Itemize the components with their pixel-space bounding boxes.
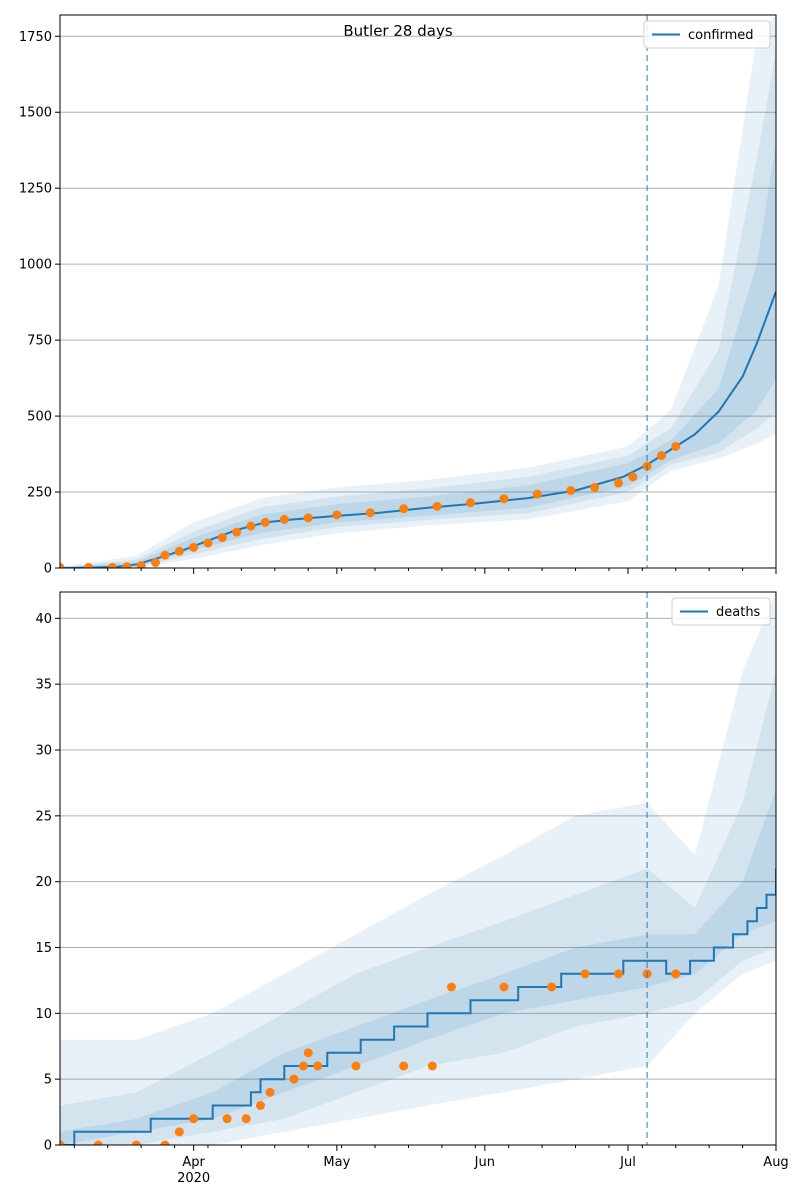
observed-point — [566, 486, 576, 496]
observed-point — [203, 538, 213, 548]
y-tick-label: 1500 — [19, 106, 52, 121]
plot-area — [60, 592, 776, 1145]
legend-label: deaths — [716, 605, 761, 620]
x-year-label: 2020 — [177, 1171, 210, 1186]
observed-point — [432, 501, 442, 511]
observed-point — [260, 517, 270, 527]
observed-point — [122, 562, 132, 568]
observed-point — [613, 478, 623, 488]
observed-point — [656, 451, 666, 461]
uncertainty-band-outer — [60, 592, 776, 1145]
axes-frame — [59, 591, 777, 1146]
y-tick-label: 1250 — [19, 182, 52, 197]
x-tick-label: Jun — [474, 1155, 495, 1170]
observed-point — [217, 533, 227, 543]
observed-point — [189, 1114, 199, 1124]
y-tick-label: 15 — [35, 941, 52, 956]
deaths-panel: 0 5 10 15 20 25 30 35 40 Apr May Jun Jul Aug 2020 death… — [35, 591, 789, 1186]
x-tick-label: Jul — [619, 1155, 636, 1170]
observed-point — [222, 1114, 232, 1124]
observed-point — [532, 489, 542, 499]
observed-point — [174, 546, 184, 556]
observed-point — [499, 494, 509, 504]
observed-point — [427, 1061, 437, 1071]
uncertainty-band-middle — [60, 51, 776, 568]
observed-point — [332, 510, 342, 520]
observed-point — [289, 1074, 299, 1084]
model-line — [60, 868, 776, 1145]
observed-point — [303, 1048, 313, 1058]
figure-title: Butler 28 days — [343, 22, 452, 40]
uncertainty-band-middle — [60, 671, 776, 1145]
y-tick-label: 35 — [35, 678, 52, 693]
observed-point — [351, 1061, 361, 1071]
observed-point — [60, 562, 65, 568]
plot-area — [60, 15, 776, 568]
uncertainty-band-inner — [60, 142, 776, 568]
y-tick-label: 20 — [35, 875, 52, 890]
y-tick-label: 10 — [35, 1007, 52, 1022]
y-tick-label: 0 — [44, 1139, 52, 1154]
y-tick-label: 250 — [27, 486, 52, 501]
observed-point — [399, 1061, 409, 1071]
legend-box — [643, 20, 771, 49]
y-tick-label: 5 — [44, 1073, 52, 1088]
observed-point — [160, 550, 170, 560]
y-tick-label: 1750 — [19, 30, 52, 45]
observed-point — [136, 561, 146, 568]
observed-point — [298, 1061, 308, 1071]
x-tick-label: May — [323, 1155, 350, 1170]
observed-point — [313, 1061, 323, 1071]
observed-point — [446, 982, 456, 992]
confirmed-panel: 0 250 500 750 1000 1250 1500 1750 confirmed — [19, 14, 777, 577]
observed-point — [466, 498, 476, 508]
observed-point — [265, 1087, 275, 1097]
x-tick-label: Apr — [182, 1155, 205, 1170]
observed-point — [84, 562, 94, 568]
observed-point — [590, 482, 600, 492]
observed-point — [671, 969, 681, 979]
observed-point — [189, 542, 199, 552]
observed-point — [303, 513, 313, 523]
observed-point — [580, 969, 590, 979]
uncertainty-band-inner — [60, 789, 776, 1145]
observed-point — [255, 1101, 265, 1110]
observed-point — [547, 982, 557, 992]
observed-point — [174, 1127, 184, 1137]
observed-point — [93, 1140, 103, 1145]
y-tick-label: 0 — [44, 562, 52, 577]
axes-frame — [59, 14, 777, 569]
legend-label: confirmed — [688, 28, 754, 43]
y-tick-label: 25 — [35, 809, 52, 824]
observed-point — [108, 562, 118, 568]
x-tick-label: Aug — [763, 1155, 788, 1170]
y-tick-label: 500 — [27, 410, 52, 425]
legend-box — [671, 597, 771, 626]
observed-point — [131, 1140, 141, 1145]
y-tick-label: 40 — [35, 612, 52, 627]
y-tick-label: 1000 — [19, 258, 52, 273]
observed-point — [279, 514, 289, 524]
observed-point — [246, 521, 256, 531]
y-tick-label: 30 — [35, 744, 52, 759]
observed-point — [499, 982, 509, 992]
observed-point — [628, 472, 638, 482]
observed-point — [60, 1140, 65, 1145]
uncertainty-band-outer — [60, 15, 776, 568]
observed-point — [160, 1140, 170, 1145]
observed-point — [241, 1114, 251, 1124]
y-tick-label: 750 — [27, 334, 52, 349]
observed-point — [232, 527, 242, 537]
observed-point — [671, 441, 681, 451]
observed-point — [613, 969, 623, 979]
observed-point — [399, 504, 409, 514]
observed-point — [150, 558, 160, 568]
observed-point — [365, 508, 375, 518]
